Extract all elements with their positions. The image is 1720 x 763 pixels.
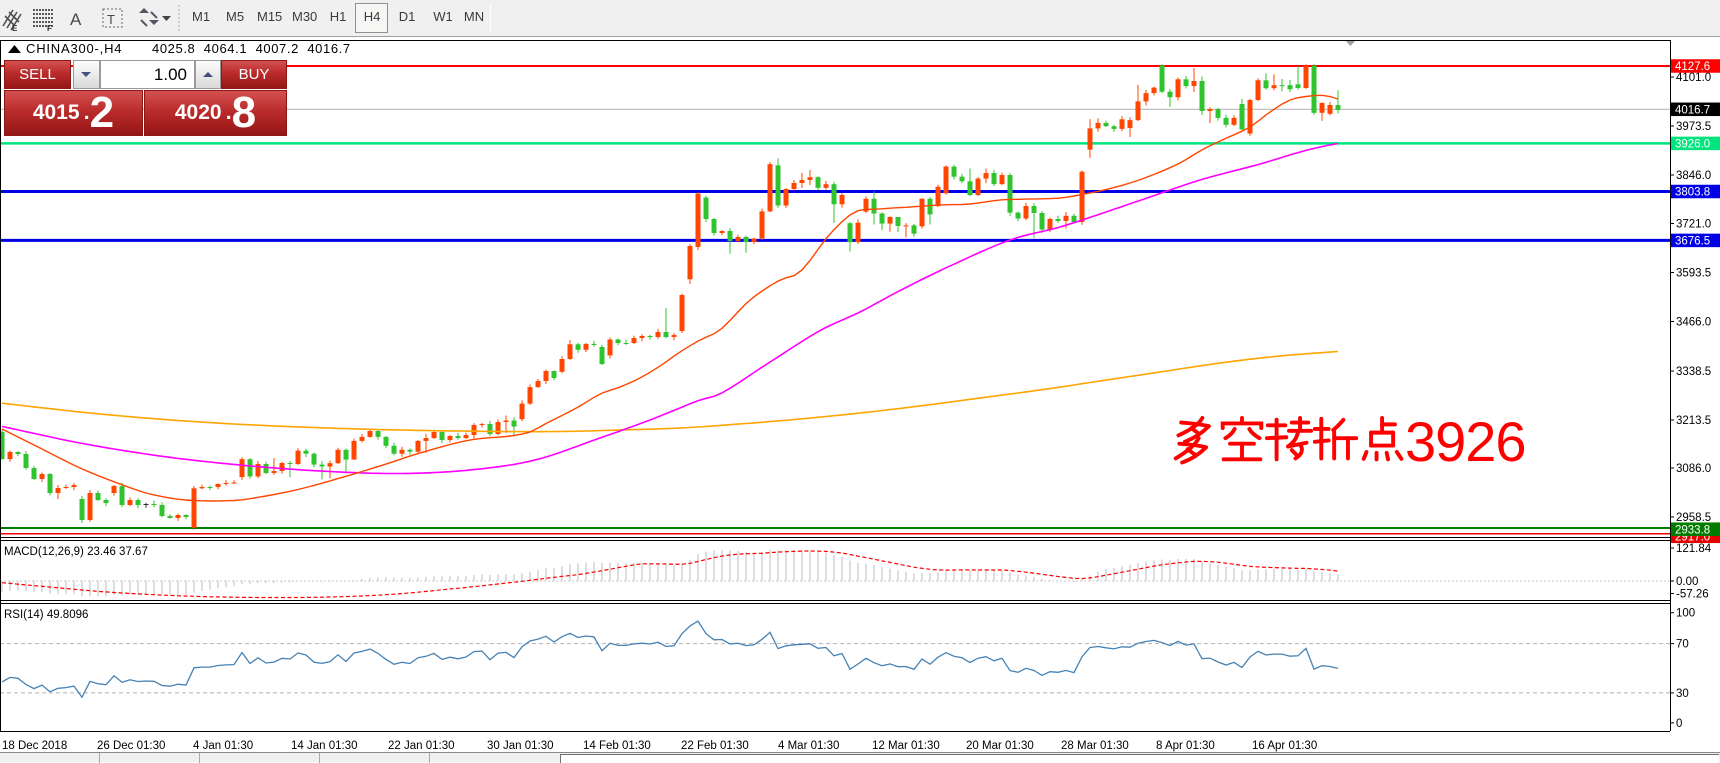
svg-text:3676.5: 3676.5: [1675, 236, 1710, 248]
svg-text:2958.5: 2958.5: [1676, 512, 1711, 524]
svg-text:22 Feb 01:30: 22 Feb 01:30: [681, 740, 749, 752]
svg-text:2933.8: 2933.8: [1675, 524, 1710, 536]
svg-text:28 Mar 01:30: 28 Mar 01:30: [1061, 740, 1129, 752]
svg-text:30: 30: [1676, 688, 1689, 700]
svg-text:4127.6: 4127.6: [1675, 61, 1710, 73]
svg-text:121.84: 121.84: [1676, 543, 1712, 555]
svg-text:CHINA300-,H4: CHINA300-,H4: [26, 41, 122, 56]
svg-text:3086.0: 3086.0: [1676, 463, 1711, 475]
svg-text:12 Mar 01:30: 12 Mar 01:30: [872, 740, 940, 752]
svg-text:3213.5: 3213.5: [1676, 415, 1711, 427]
svg-text:20 Mar 01:30: 20 Mar 01:30: [966, 740, 1034, 752]
svg-text:16 Apr 01:30: 16 Apr 01:30: [1252, 740, 1317, 752]
svg-text:3926: 3926: [1405, 410, 1526, 473]
svg-text:8 Apr 01:30: 8 Apr 01:30: [1156, 740, 1215, 752]
svg-text:3466.0: 3466.0: [1676, 317, 1711, 329]
svg-text:MACD(12,26,9) 23.46 37.67: MACD(12,26,9) 23.46 37.67: [4, 546, 148, 558]
svg-text:RSI(14) 49.8096: RSI(14) 49.8096: [4, 609, 88, 621]
svg-text:14 Jan 01:30: 14 Jan 01:30: [291, 740, 358, 752]
svg-text:3926.0: 3926.0: [1675, 139, 1710, 151]
svg-text:4016.7: 4016.7: [1675, 105, 1710, 117]
svg-text:26 Dec 01:30: 26 Dec 01:30: [97, 740, 165, 752]
svg-text:0: 0: [1676, 718, 1682, 730]
svg-text:-57.26: -57.26: [1676, 589, 1709, 601]
svg-text:3593.5: 3593.5: [1676, 268, 1711, 280]
svg-text:4 Jan 01:30: 4 Jan 01:30: [193, 740, 253, 752]
svg-text:30 Jan 01:30: 30 Jan 01:30: [487, 740, 554, 752]
svg-text:3803.8: 3803.8: [1675, 187, 1710, 199]
svg-text:18 Dec 2018: 18 Dec 2018: [2, 740, 67, 752]
svg-text:F: F: [47, 24, 52, 33]
svg-text:A: A: [70, 10, 82, 29]
svg-text:T: T: [107, 12, 115, 27]
svg-text:14 Feb 01:30: 14 Feb 01:30: [583, 740, 651, 752]
svg-text:3846.0: 3846.0: [1676, 170, 1711, 182]
svg-text:4025.8 4064.1 4007.2 4016.7: 4025.8 4064.1 4007.2 4016.7: [152, 41, 351, 56]
svg-text:100: 100: [1676, 608, 1695, 620]
svg-text:4 Mar 01:30: 4 Mar 01:30: [778, 740, 839, 752]
svg-text:3338.5: 3338.5: [1676, 366, 1711, 378]
svg-text:70: 70: [1676, 639, 1689, 651]
svg-text:0.00: 0.00: [1676, 576, 1698, 588]
svg-text:E: E: [12, 24, 18, 33]
svg-text:22 Jan 01:30: 22 Jan 01:30: [388, 740, 455, 752]
svg-text:3973.5: 3973.5: [1676, 121, 1711, 133]
svg-text:4101.0: 4101.0: [1676, 72, 1711, 84]
svg-text:3721.0: 3721.0: [1676, 219, 1711, 231]
